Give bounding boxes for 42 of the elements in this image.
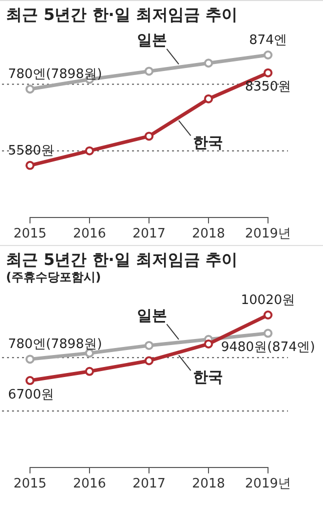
annotation: 5580원: [8, 143, 54, 158]
annotation: 6700원: [8, 387, 54, 402]
point: [144, 356, 154, 366]
point: [26, 84, 34, 94]
annotation: 10020원: [240, 292, 296, 308]
point: [264, 50, 272, 60]
x-tick-label: 2017: [132, 476, 166, 492]
x-tick-label: 2018: [192, 476, 226, 492]
x-tick-label: 2016: [72, 476, 106, 492]
point: [264, 310, 272, 320]
point: [264, 328, 272, 338]
x-tick-label: 2019년: [244, 226, 292, 242]
x-tick-label: 2015: [13, 476, 47, 492]
series-label: 한국: [192, 368, 223, 386]
x-tick-label: 2019년: [244, 476, 292, 492]
point: [85, 146, 94, 156]
annotation: 874엔: [249, 32, 287, 48]
x-tick-label: 2017: [132, 226, 166, 242]
point: [204, 94, 213, 104]
series-label: 일본: [136, 31, 167, 50]
point: [144, 66, 154, 76]
annotation: 780엔(7898원): [8, 337, 102, 352]
point: [144, 340, 154, 350]
point: [26, 160, 34, 170]
chart-title: 최근 5년간 한·일 최저임금 추이: [6, 5, 238, 25]
x-tick-label: 2016: [72, 226, 106, 242]
chart-subtitle: (주휴수당포함시): [6, 270, 102, 285]
annotation: 8350원: [244, 80, 292, 95]
point: [264, 68, 272, 78]
annotation: 780엔(7898원): [8, 66, 102, 82]
series-label: 일본: [136, 306, 167, 324]
series-label: 한국: [192, 133, 223, 152]
point: [204, 58, 213, 68]
x-tick-label: 2015: [13, 226, 47, 242]
x-tick-label: 2018: [192, 226, 226, 242]
point: [204, 339, 213, 348]
point: [26, 354, 34, 364]
point: [85, 366, 94, 376]
point: [26, 376, 34, 386]
annotation: 9480원(874엔): [220, 340, 316, 356]
point: [144, 132, 154, 141]
chart-title: 최근 5년간 한·일 최저임금 추이: [6, 250, 238, 270]
